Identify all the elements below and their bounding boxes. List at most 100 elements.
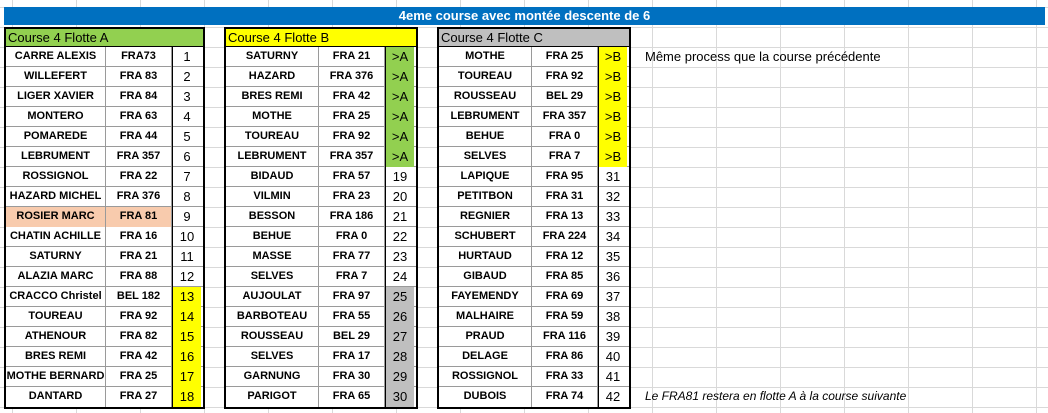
rank-cell[interactable]: 30: [385, 387, 414, 407]
rank-cell[interactable]: 3: [172, 87, 201, 107]
sail-number-cell[interactable]: BEL 29: [532, 87, 598, 107]
sheet-title[interactable]: 4eme course avec montée descente de 6: [4, 7, 1045, 25]
sail-number-cell[interactable]: FRA 357: [532, 107, 598, 127]
sail-number-cell[interactable]: FRA73: [106, 47, 172, 67]
note-bottom[interactable]: Le FRA81 restera en flotte A à la course…: [645, 389, 907, 403]
rank-cell[interactable]: 26: [385, 307, 414, 327]
skipper-name-cell[interactable]: MOTHE: [226, 107, 319, 127]
rank-cell[interactable]: >B: [598, 107, 627, 127]
fleet-c-header[interactable]: Course 4 Flotte C: [439, 29, 629, 47]
sail-number-cell[interactable]: FRA 27: [106, 387, 172, 407]
skipper-name-cell[interactable]: AUJOULAT: [226, 287, 319, 307]
sail-number-cell[interactable]: FRA 82: [106, 327, 172, 347]
rank-cell[interactable]: 36: [598, 267, 627, 287]
skipper-name-cell[interactable]: DANTARD: [6, 387, 106, 407]
sail-number-cell[interactable]: FRA 116: [532, 327, 598, 347]
rank-cell[interactable]: 10: [172, 227, 201, 247]
rank-cell[interactable]: 37: [598, 287, 627, 307]
skipper-name-cell[interactable]: BIDAUD: [226, 167, 319, 187]
rank-cell[interactable]: 33: [598, 207, 627, 227]
rank-cell[interactable]: 28: [385, 347, 414, 367]
rank-cell[interactable]: 12: [172, 267, 201, 287]
sail-number-cell[interactable]: FRA 21: [319, 47, 385, 67]
skipper-name-cell[interactable]: BEHUE: [226, 227, 319, 247]
rank-cell[interactable]: >A: [385, 47, 414, 67]
skipper-name-cell[interactable]: TOUREAU: [439, 67, 532, 87]
sail-number-cell[interactable]: FRA 12: [532, 247, 598, 267]
skipper-name-cell[interactable]: SCHUBERT: [439, 227, 532, 247]
rank-cell[interactable]: 23: [385, 247, 414, 267]
skipper-name-cell[interactable]: BEHUE: [439, 127, 532, 147]
skipper-name-cell[interactable]: BRES REMI: [226, 87, 319, 107]
sail-number-cell[interactable]: FRA 57: [319, 167, 385, 187]
sail-number-cell[interactable]: BEL 29: [319, 327, 385, 347]
skipper-name-cell[interactable]: GIBAUD: [439, 267, 532, 287]
rank-cell[interactable]: 31: [598, 167, 627, 187]
rank-cell[interactable]: >A: [385, 147, 414, 167]
skipper-name-cell[interactable]: TOUREAU: [226, 127, 319, 147]
skipper-name-cell[interactable]: CRACCO Christel: [6, 287, 106, 307]
sail-number-cell[interactable]: FRA 0: [532, 127, 598, 147]
sail-number-cell[interactable]: FRA 30: [319, 367, 385, 387]
rank-cell[interactable]: 2: [172, 67, 201, 87]
rank-cell[interactable]: 41: [598, 367, 627, 387]
skipper-name-cell[interactable]: BARBOTEAU: [226, 307, 319, 327]
rank-cell[interactable]: 20: [385, 187, 414, 207]
skipper-name-cell[interactable]: MASSE: [226, 247, 319, 267]
sail-number-cell[interactable]: FRA 357: [319, 147, 385, 167]
rank-cell[interactable]: 5: [172, 127, 201, 147]
skipper-name-cell[interactable]: DUBOIS: [439, 387, 532, 407]
skipper-name-cell[interactable]: ROSSIGNOL: [6, 167, 106, 187]
skipper-name-cell[interactable]: VILMIN: [226, 187, 319, 207]
rank-cell[interactable]: 13: [172, 287, 201, 307]
skipper-name-cell[interactable]: LAPIQUE: [439, 167, 532, 187]
rank-cell[interactable]: 4: [172, 107, 201, 127]
rank-cell[interactable]: 24: [385, 267, 414, 287]
rank-cell[interactable]: 39: [598, 327, 627, 347]
rank-cell[interactable]: >B: [598, 127, 627, 147]
sail-number-cell[interactable]: FRA 13: [532, 207, 598, 227]
sail-number-cell[interactable]: FRA 63: [106, 107, 172, 127]
skipper-name-cell[interactable]: PETITBON: [439, 187, 532, 207]
sail-number-cell[interactable]: FRA 42: [319, 87, 385, 107]
sail-number-cell[interactable]: FRA 69: [532, 287, 598, 307]
rank-cell[interactable]: 35: [598, 247, 627, 267]
rank-cell[interactable]: 19: [385, 167, 414, 187]
skipper-name-cell[interactable]: ROSIER MARC: [6, 207, 106, 227]
rank-cell[interactable]: 11: [172, 247, 201, 267]
rank-cell[interactable]: >B: [598, 87, 627, 107]
skipper-name-cell[interactable]: CARRE ALEXIS: [6, 47, 106, 67]
fleet-a-header[interactable]: Course 4 Flotte A: [6, 29, 203, 47]
rank-cell[interactable]: 8: [172, 187, 201, 207]
rank-cell[interactable]: 17: [172, 367, 201, 387]
sail-number-cell[interactable]: FRA 92: [106, 307, 172, 327]
rank-cell[interactable]: 32: [598, 187, 627, 207]
skipper-name-cell[interactable]: MALHAIRE: [439, 307, 532, 327]
sail-number-cell[interactable]: FRA 7: [532, 147, 598, 167]
sail-number-cell[interactable]: FRA 25: [532, 47, 598, 67]
skipper-name-cell[interactable]: ROSSIGNOL: [439, 367, 532, 387]
sail-number-cell[interactable]: FRA 59: [532, 307, 598, 327]
skipper-name-cell[interactable]: LEBRUMENT: [6, 147, 106, 167]
skipper-name-cell[interactable]: ROUSSEAU: [226, 327, 319, 347]
skipper-name-cell[interactable]: PRAUD: [439, 327, 532, 347]
sail-number-cell[interactable]: FRA 95: [532, 167, 598, 187]
rank-cell[interactable]: 40: [598, 347, 627, 367]
sail-number-cell[interactable]: FRA 85: [532, 267, 598, 287]
skipper-name-cell[interactable]: SELVES: [226, 347, 319, 367]
skipper-name-cell[interactable]: HAZARD MICHEL: [6, 187, 106, 207]
rank-cell[interactable]: 14: [172, 307, 201, 327]
skipper-name-cell[interactable]: SELVES: [439, 147, 532, 167]
skipper-name-cell[interactable]: DELAGE: [439, 347, 532, 367]
sail-number-cell[interactable]: FRA 224: [532, 227, 598, 247]
rank-cell[interactable]: 6: [172, 147, 201, 167]
sail-number-cell[interactable]: FRA 7: [319, 267, 385, 287]
sail-number-cell[interactable]: FRA 376: [106, 187, 172, 207]
sail-number-cell[interactable]: FRA 97: [319, 287, 385, 307]
sail-number-cell[interactable]: FRA 376: [319, 67, 385, 87]
rank-cell[interactable]: 22: [385, 227, 414, 247]
rank-cell[interactable]: 7: [172, 167, 201, 187]
skipper-name-cell[interactable]: MOTHE BERNARD: [6, 367, 106, 387]
skipper-name-cell[interactable]: SATURNY: [226, 47, 319, 67]
skipper-name-cell[interactable]: CHATIN ACHILLE: [6, 227, 106, 247]
